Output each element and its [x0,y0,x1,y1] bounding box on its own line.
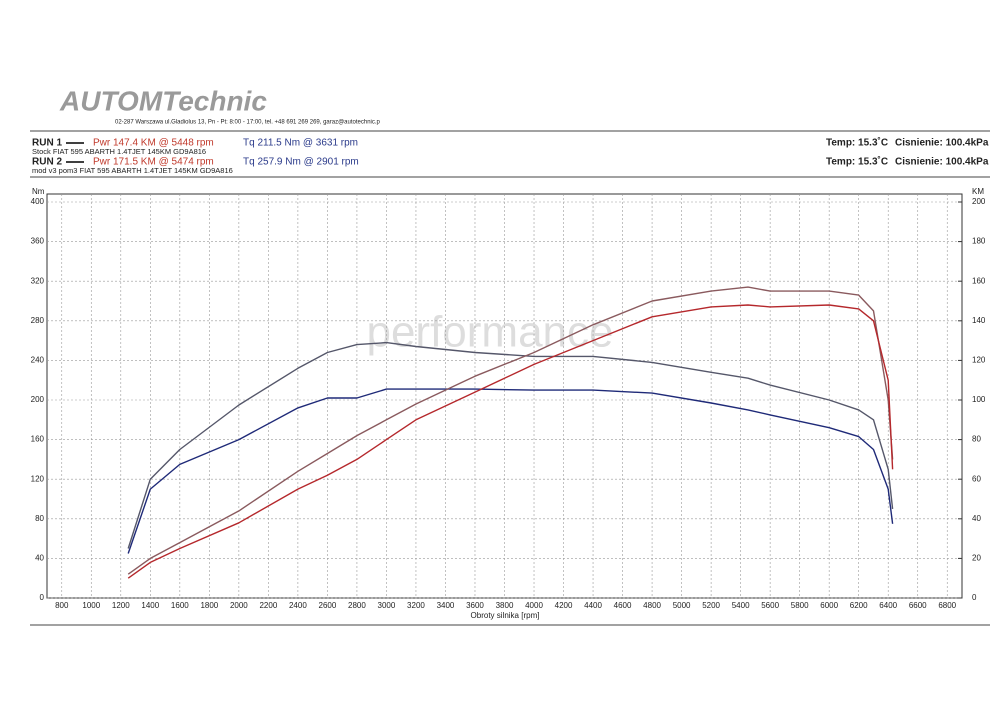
line-series [127,304,894,579]
y-tick-label: 160 [31,435,45,444]
y-tick-label: 200 [31,395,45,404]
run-label: RUN 1 [32,138,62,149]
y-tick-label: 0 [40,593,45,602]
x-tick-label: 1800 [200,601,218,610]
x-tick-label: 3800 [496,601,514,610]
y-tick-label: 320 [31,276,45,285]
y-tick-label: 280 [31,316,45,325]
x-tick-label: 5200 [702,601,720,610]
run-pwr: Pwr 147.4 KM @ 5448 rpm [93,138,214,149]
run-pressure: Cisnienie: 100.4kPa [895,157,989,168]
y2-tick-label: 120 [972,356,986,365]
run-temp: Temp: 15.3˚C [826,156,888,168]
x-tick-label: 3200 [407,601,425,610]
x-tick-label: 3400 [437,601,455,610]
run-desc: mod v3 pom3 FIAT 595 ABARTH 1.4TJET 145K… [32,166,233,175]
y-tick-label: 240 [31,356,45,365]
x-tick-label: 4200 [555,601,573,610]
y2-tick-label: 20 [972,554,981,563]
x-tick-label: 1400 [141,601,159,610]
x-tick-label: 4600 [614,601,632,610]
y2-axis-label: KM [972,187,984,196]
x-tick-label: 5400 [732,601,750,610]
x-tick-label: 1200 [112,601,130,610]
x-tick-label: 6200 [850,601,868,610]
x-tick-label: 6000 [820,601,838,610]
y-tick-label: 120 [31,474,45,483]
logo: AUTOMTechnic [59,85,267,116]
x-tick-label: 2800 [348,601,366,610]
x-tick-label: 6600 [909,601,927,610]
y2-tick-label: 60 [972,474,981,483]
line-series [127,286,894,575]
x-tick-label: 4400 [584,601,602,610]
y2-tick-label: 80 [972,435,981,444]
run-tq: Tq 257.9 Nm @ 2901 rpm [243,157,359,168]
run-desc: Stock FIAT 595 ABARTH 1.4TJET 145KM GD9A… [32,147,206,156]
x-tick-label: 2200 [259,601,277,610]
x-tick-label: 1600 [171,601,189,610]
x-tick-label: 3000 [378,601,396,610]
run-tq: Tq 211.5 Nm @ 3631 rpm [243,138,358,149]
x-tick-label: 2400 [289,601,307,610]
y-tick-label: 40 [35,554,44,563]
x-tick-label: 6800 [938,601,956,610]
y2-tick-label: 200 [972,197,986,206]
x-tick-label: 2000 [230,601,248,610]
y2-tick-label: 140 [972,316,986,325]
run-pressure: Cisnienie: 100.4kPa [895,138,989,149]
address: 02-287 Warszawa ul.Gladiolus 13, Pn - Pt… [115,120,381,126]
x-tick-label: 4800 [643,601,661,610]
x-tick-label: 5000 [673,601,691,610]
x-tick-label: 800 [55,601,69,610]
x-tick-label: 5800 [791,601,809,610]
y2-tick-label: 100 [972,395,986,404]
run-label: RUN 2 [32,157,62,168]
x-tick-label: 1000 [82,601,100,610]
run-temp: Temp: 15.3˚C [826,137,888,149]
x-tick-label: 2600 [319,601,337,610]
y2-tick-label: 0 [972,593,977,602]
y2-tick-label: 40 [972,514,981,523]
x-tick-label: 4000 [525,601,543,610]
y-tick-label: 400 [31,197,45,206]
y2-tick-label: 180 [972,237,986,246]
x-tick-label: 5600 [761,601,779,610]
y-axis-label: Nm [32,187,45,196]
y2-tick-label: 160 [972,276,986,285]
run-pwr: Pwr 171.5 KM @ 5474 rpm [93,157,214,168]
x-axis-label: Obroty silnika [rpm] [471,611,540,620]
line-series [127,388,894,554]
x-tick-label: 3600 [466,601,484,610]
y-tick-label: 80 [35,514,44,523]
x-tick-label: 6400 [879,601,897,610]
line-series [127,341,894,549]
y-tick-label: 360 [31,237,45,246]
